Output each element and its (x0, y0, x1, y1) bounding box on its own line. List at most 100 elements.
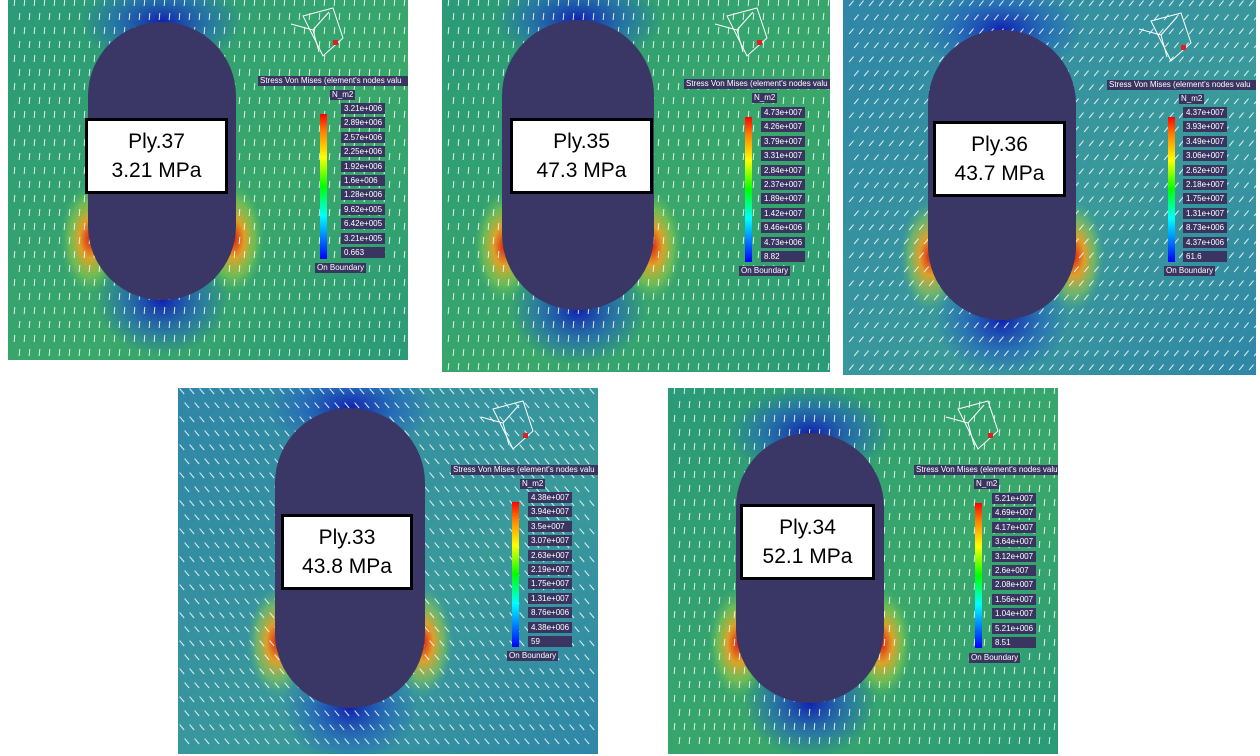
legend-value: 8.82 (761, 250, 806, 262)
legend-value: 2.37e+007 (761, 178, 806, 190)
legend-title: Stress Von Mises (element's nodes valu (258, 76, 408, 86)
legend-value: 3.12e+007 (992, 550, 1037, 562)
axis-triad-icon (714, 7, 768, 57)
legend-value: 1.04e+007 (992, 608, 1037, 620)
legend-value: 0.663 (341, 246, 386, 258)
ply-stress-value: 3.21 MPa (111, 159, 202, 182)
ply-stress-value: 43.7 MPa (954, 162, 1045, 185)
legend-value: 2.19e+007 (528, 563, 573, 575)
legend-value: 5.21e+007 (992, 493, 1037, 504)
legend-unit: N_m2 (330, 90, 356, 100)
legend-value: 3.49e+007 (1183, 135, 1228, 147)
axis-triad-icon (945, 400, 999, 450)
stress-legend: Stress Von Mises (element's nodes valu N… (258, 76, 408, 276)
legend-color-bar (745, 117, 752, 262)
legend-value: 1.75e+007 (528, 578, 573, 590)
legend-value: 1.92e+006 (341, 160, 386, 172)
legend-value: 2.6e+007 (992, 564, 1037, 576)
legend-value: 3.21e+005 (341, 232, 386, 244)
legend-value: 4.26e+007 (761, 121, 806, 133)
axis-triad-icon (1138, 12, 1192, 62)
legend-color-bar (512, 502, 519, 647)
ply-name: Ply.35 (553, 130, 610, 153)
legend-value: 1.31e+007 (528, 592, 573, 604)
legend-value: 4.69e+007 (992, 507, 1037, 519)
legend-color-bar (1168, 117, 1175, 262)
legend-value: 2.84e+007 (761, 164, 806, 176)
legend-title: Stress Von Mises (element's nodes valu (684, 79, 830, 89)
legend-unit: N_m2 (752, 93, 778, 103)
legend-value: 3.21e+006 (341, 103, 386, 114)
legend-value: 2.25e+006 (341, 146, 386, 158)
legend-values: 4.73e+007 4.26e+007 3.79e+007 3.31e+007 … (761, 107, 806, 265)
legend-value: 3.93e+007 (1183, 121, 1228, 133)
legend-value: 2.89e+006 (341, 117, 386, 129)
ply-label-box: Ply.34 52.1 MPa (740, 504, 875, 580)
legend-color-bar (975, 503, 982, 648)
ply-35-panel: Stress Von Mises (element's nodes valu N… (442, 0, 830, 372)
ply-name: Ply.33 (318, 526, 376, 549)
legend-value: 2.63e+007 (528, 549, 573, 561)
legend-value: 61.6 (1183, 250, 1228, 262)
ply-33-panel: Stress Von Mises (element's nodes valu N… (178, 388, 598, 754)
legend-value: 9.46e+006 (761, 222, 806, 234)
legend-value: 3.31e+007 (761, 150, 806, 162)
legend-footer: On Boundary (969, 653, 1021, 663)
ply-label-box: Ply.36 43.7 MPa (933, 121, 1066, 197)
legend-value: 8.76e+006 (528, 607, 573, 619)
stress-legend: Stress Von Mises (element's nodes valu N… (914, 465, 1058, 665)
ply-37-panel: Stress Von Mises (element's nodes valu N… (8, 0, 408, 360)
legend-color-bar (320, 114, 327, 259)
legend-value: 4.38e+006 (528, 621, 573, 633)
legend-value: 4.38e+007 (528, 492, 573, 503)
legend-values: 4.37e+007 3.93e+007 3.49e+007 3.06e+007 … (1183, 107, 1228, 265)
legend-value: 1.6e+006 (341, 174, 386, 186)
ply-stress-value: 43.8 MPa (302, 555, 392, 578)
legend-value: 6.42e+005 (341, 218, 386, 230)
legend-value: 3.79e+007 (761, 135, 806, 147)
legend-value: 1.89e+007 (761, 193, 806, 205)
legend-values: 3.21e+006 2.89e+006 2.57e+006 2.25e+006 … (341, 103, 386, 261)
legend-value: 9.62e+005 (341, 203, 386, 215)
legend-value: 4.37e+007 (1183, 107, 1228, 118)
ply-36-panel: Stress Von Mises (element's nodes valu N… (843, 0, 1256, 375)
legend-values: 4.38e+007 3.94e+007 3.5e+007 3.07e+007 2… (528, 492, 573, 650)
axis-triad-icon (480, 400, 534, 450)
ply-label-box: Ply.37 3.21 MPa (85, 118, 228, 194)
legend-values: 5.21e+007 4.69e+007 4.17e+007 3.64e+007 … (992, 493, 1037, 651)
ply-34-panel: Stress Von Mises (element's nodes valu N… (668, 388, 1058, 754)
stress-legend: Stress Von Mises (element's nodes valu N… (451, 465, 598, 665)
legend-value: 4.17e+007 (992, 521, 1037, 533)
ply-name: Ply.34 (779, 516, 836, 539)
ply-name: Ply.36 (971, 133, 1028, 156)
stress-contour-field (442, 0, 830, 372)
legend-value: 4.73e+006 (761, 236, 806, 248)
legend-value: 2.62e+007 (1183, 164, 1228, 176)
legend-value: 8.73e+006 (1183, 222, 1228, 234)
legend-value: 3.94e+007 (528, 506, 573, 518)
legend-value: 2.18e+007 (1183, 178, 1228, 190)
legend-value: 59 (528, 635, 573, 647)
legend-value: 1.75e+007 (1183, 193, 1228, 205)
legend-title: Stress Von Mises (element's nodes valu (451, 465, 598, 475)
ply-label-box: Ply.33 43.8 MPa (281, 514, 413, 590)
legend-value: 2.57e+006 (341, 131, 386, 143)
stress-legend: Stress Von Mises (element's nodes valu N… (1107, 80, 1256, 280)
legend-value: 4.37e+006 (1183, 236, 1228, 248)
legend-value: 8.51 (992, 636, 1037, 648)
legend-unit: N_m2 (520, 479, 546, 489)
legend-footer: On Boundary (739, 266, 791, 276)
legend-unit: N_m2 (974, 479, 1000, 489)
legend-value: 5.21e+006 (992, 622, 1037, 634)
legend-value: 3.64e+007 (992, 536, 1037, 548)
legend-value: 3.5e+007 (528, 520, 573, 532)
legend-title: Stress Von Mises (element's nodes valu (914, 465, 1058, 475)
legend-unit: N_m2 (1179, 94, 1205, 104)
legend-value: 3.07e+007 (528, 535, 573, 547)
legend-value: 1.42e+007 (761, 207, 806, 219)
legend-value: 1.28e+006 (341, 189, 386, 201)
legend-footer: On Boundary (1164, 266, 1216, 276)
legend-footer: On Boundary (507, 651, 559, 661)
fiber-direction-arrows (848, 0, 1256, 371)
legend-title: Stress Von Mises (element's nodes valu (1107, 80, 1256, 90)
